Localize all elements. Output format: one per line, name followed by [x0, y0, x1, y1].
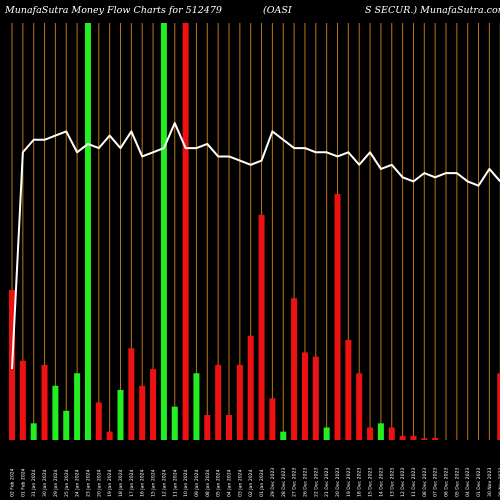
x-tick-label: 01 Feb 2024	[20, 468, 26, 497]
money-flow-bar	[356, 373, 363, 440]
money-flow-bar	[312, 356, 319, 440]
chart-title-right: S SECUR.) MunafaSutra.com	[365, 5, 500, 16]
x-tick-label: 29 Nov 2023	[498, 468, 500, 497]
x-tick-label: 14 Dec 2023	[378, 468, 384, 497]
money-flow-bar	[410, 435, 417, 440]
x-tick-label: 06 Dec 2023	[444, 468, 450, 497]
money-flow-bar	[52, 385, 59, 440]
x-tick-label: 08 Jan 2024	[205, 469, 211, 497]
x-tick-label: 21 Dec 2023	[324, 468, 330, 497]
money-flow-bar	[291, 298, 298, 440]
money-flow-bar	[150, 369, 157, 440]
x-tick-label: 01 Dec 2023	[476, 468, 482, 497]
x-tick-label: 26 Dec 2023	[302, 468, 308, 497]
x-tick-label: 05 Dec 2023	[454, 468, 460, 497]
x-tick-labels: 02 Feb 2024 01 Feb 2024 31 Jan 2024 30 Jan …	[10, 468, 500, 497]
price-line	[11, 122, 500, 370]
x-tick-label: 16 Jan 2024	[140, 469, 146, 497]
money-flow-bar	[269, 398, 276, 440]
x-tick-label: 02 Jan 2024	[248, 469, 254, 497]
chart-title-mid: (OASI	[263, 5, 292, 16]
money-flow-bar	[323, 427, 330, 440]
x-tick-label: 12 Jan 2024	[161, 469, 167, 497]
money-flow-bar	[117, 389, 124, 440]
x-tick-label: 20 Jan 2024	[96, 469, 102, 497]
x-tick-label: 18 Dec 2023	[357, 468, 363, 497]
money-flow-bar	[432, 437, 439, 440]
x-tick-label: 15 Dec 2023	[368, 468, 374, 497]
money-flow-bar	[74, 373, 81, 440]
x-tick-label: 31 Jan 2024	[31, 469, 37, 497]
money-flow-bar	[236, 364, 243, 440]
money-flow-bar	[63, 410, 70, 440]
money-flow-bar	[193, 373, 200, 440]
x-tick-label: 11 Jan 2024	[172, 469, 178, 497]
money-flow-bar	[204, 414, 211, 440]
x-tick-label: 22 Dec 2023	[313, 468, 319, 497]
x-tick-label: 28 Dec 2023	[281, 468, 287, 497]
x-tick-label: 15 Jan 2024	[151, 469, 157, 497]
x-tick-label: 08 Dec 2023	[422, 468, 428, 497]
x-tick-label: 29 Dec 2023	[270, 468, 276, 497]
money-flow-bar	[247, 335, 254, 440]
x-tick-label: 13 Dec 2023	[389, 468, 395, 497]
x-tick-label: 27 Dec 2023	[292, 468, 298, 497]
x-tick-label: 12 Dec 2023	[400, 468, 406, 497]
money-flow-bar	[345, 339, 352, 440]
money-flow-bar	[334, 193, 341, 440]
x-tick-label: 09 Jan 2024	[194, 469, 200, 497]
x-tick-label: 03 Jan 2024	[237, 469, 243, 497]
money-flow-bar	[171, 406, 178, 440]
x-tick-label: 25 Jan 2024	[64, 469, 70, 497]
money-flow-bar	[280, 431, 287, 440]
money-flow-bar	[258, 214, 265, 440]
money-flow-bar	[377, 423, 384, 440]
price-line-path	[11, 122, 500, 370]
x-tick-label: 29 Jan 2024	[53, 469, 59, 497]
x-tick-label: 04 Dec 2023	[465, 468, 471, 497]
x-tick-label: 04 Jan 2024	[227, 469, 233, 497]
money-flow-bar	[106, 431, 113, 440]
x-tick-label: 07 Dec 2023	[433, 468, 439, 497]
money-flow-bar	[182, 23, 189, 440]
x-tick-label: 30 Nov 2023	[487, 468, 493, 497]
money-flow-bar	[399, 435, 406, 440]
money-flow-bar	[128, 348, 135, 440]
money-flow-bar	[41, 364, 48, 440]
money-flow-bar	[226, 414, 232, 440]
x-tick-label: 23 Jan 2024	[85, 469, 91, 497]
money-flow-bar	[421, 438, 428, 440]
x-tick-label: 17 Jan 2024	[129, 469, 135, 497]
x-tick-label: 24 Jan 2024	[75, 469, 81, 497]
money-flow-bar	[95, 402, 102, 440]
money-flow-bar	[160, 23, 167, 440]
x-tick-label: 10 Jan 2024	[183, 469, 189, 497]
money-flow-bar	[301, 352, 308, 440]
x-tick-label: 19 Dec 2023	[346, 468, 352, 497]
x-tick-label: 18 Jan 2024	[118, 469, 124, 497]
money-flow-bar	[139, 385, 146, 440]
x-tick-label: 11 Dec 2023	[411, 468, 417, 497]
money-flow-bar	[30, 423, 37, 440]
money-flow-bar	[19, 360, 26, 440]
money-flow-bar	[215, 364, 222, 440]
money-flow-bar	[84, 23, 91, 440]
money-flow-bar	[497, 373, 500, 440]
money-flow-bar	[367, 427, 374, 440]
x-tick-label: 05 Jan 2024	[216, 469, 222, 497]
x-tick-label: 01 Jan 2024	[259, 469, 265, 497]
money-flow-bar	[388, 427, 395, 440]
chart-title-left: MunafaSutra Money Flow Charts for 512479	[4, 5, 222, 16]
x-tick-label: 02 Feb 2024	[10, 468, 16, 497]
x-tick-label: 20 Dec 2023	[335, 468, 341, 497]
x-tick-label: 30 Jan 2024	[42, 469, 48, 497]
x-tick-label: 19 Jan 2024	[107, 469, 113, 497]
